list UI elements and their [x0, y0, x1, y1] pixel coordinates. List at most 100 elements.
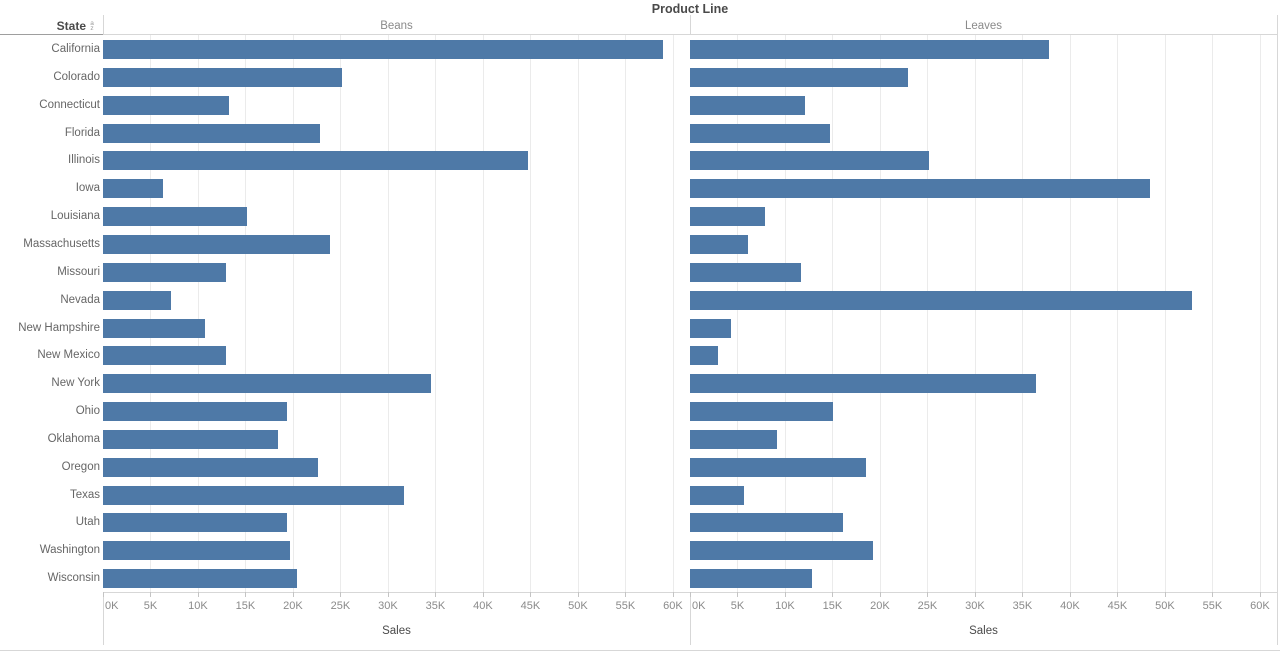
- bar-beans-new-york[interactable]: [103, 374, 431, 394]
- az-sort-icon[interactable]: a z: [90, 19, 94, 32]
- state-label[interactable]: Iowa: [75, 182, 100, 195]
- tick-mark: [1022, 592, 1024, 597]
- bar-beans-connecticut[interactable]: [103, 95, 230, 115]
- bar-beans-oklahoma[interactable]: [103, 429, 278, 449]
- state-label[interactable]: Louisiana: [50, 210, 100, 223]
- axis-tick-label: 0K: [105, 600, 119, 612]
- bar-beans-new-hampshire[interactable]: [103, 318, 205, 338]
- bar-leaves-new-york[interactable]: [690, 374, 1036, 394]
- bar-beans-texas[interactable]: [103, 485, 405, 505]
- bar-leaves-oregon[interactable]: [690, 457, 866, 477]
- bar-beans-washington[interactable]: [103, 541, 291, 561]
- tick-mark: [340, 592, 342, 597]
- bar-beans-missouri[interactable]: [103, 262, 226, 282]
- bar-beans-florida[interactable]: [103, 123, 320, 143]
- tick-mark: [879, 592, 881, 597]
- bar-leaves-new-mexico[interactable]: [690, 346, 718, 366]
- state-label[interactable]: Utah: [75, 516, 100, 529]
- gridline: [1259, 35, 1261, 592]
- page-title: Product Line: [651, 2, 729, 16]
- state-label[interactable]: Ohio: [75, 405, 100, 418]
- header-underline: [0, 34, 103, 35]
- bar-leaves-wisconsin[interactable]: [690, 569, 812, 589]
- bar-leaves-louisiana[interactable]: [690, 207, 766, 227]
- bar-leaves-texas[interactable]: [690, 485, 745, 505]
- bar-leaves-colorado[interactable]: [690, 67, 908, 87]
- bar-leaves-massachusetts[interactable]: [690, 234, 748, 254]
- state-label[interactable]: Colorado: [53, 70, 100, 83]
- bar-leaves-ohio[interactable]: [690, 402, 834, 422]
- bar-leaves-utah[interactable]: [690, 513, 843, 533]
- state-label[interactable]: Massachusetts: [23, 237, 100, 250]
- state-label[interactable]: Florida: [64, 126, 100, 139]
- bar-beans-new-mexico[interactable]: [103, 346, 227, 366]
- state-label[interactable]: New Hampshire: [18, 321, 100, 334]
- axis-tick-label: 55K: [1202, 600, 1223, 612]
- bar-beans-nevada[interactable]: [103, 290, 172, 310]
- bar-leaves-california[interactable]: [690, 40, 1050, 59]
- bar-beans-iowa[interactable]: [103, 179, 163, 199]
- state-label[interactable]: Connecticut: [39, 98, 100, 111]
- axis-tick-label: 60K: [663, 600, 683, 612]
- bar-leaves-iowa[interactable]: [690, 179, 1150, 199]
- axis-tick-label: 50K: [568, 600, 588, 612]
- axis-tick-label: 10K: [775, 600, 795, 612]
- leaves-panel: [690, 35, 1277, 592]
- bar-beans-oregon[interactable]: [103, 457, 318, 477]
- gridline: [435, 35, 437, 592]
- state-label[interactable]: Oklahoma: [47, 432, 100, 445]
- gridline: [625, 35, 627, 592]
- bar-beans-louisiana[interactable]: [103, 207, 248, 227]
- axis-tick-label: 30K: [378, 600, 398, 612]
- tick-mark: [577, 592, 579, 597]
- bar-leaves-missouri[interactable]: [690, 262, 802, 282]
- bar-beans-massachusetts[interactable]: [103, 234, 330, 254]
- bar-beans-utah[interactable]: [103, 513, 288, 533]
- axis-tick-label: 0K: [692, 600, 706, 612]
- state-label[interactable]: California: [51, 43, 100, 55]
- axis-tick-label: 55K: [615, 600, 636, 612]
- axis-tick-label: 50K: [1155, 600, 1175, 612]
- axis-tick-label: 15K: [822, 600, 843, 612]
- bar-leaves-connecticut[interactable]: [690, 95, 805, 115]
- state-label[interactable]: Wisconsin: [47, 572, 100, 585]
- gridline: [1164, 35, 1166, 592]
- axis-tick-label: 40K: [1060, 600, 1080, 612]
- bar-beans-illinois[interactable]: [103, 151, 528, 171]
- gridline: [1117, 35, 1119, 592]
- tick-mark: [530, 592, 532, 597]
- axis-tick-label: 45K: [520, 600, 541, 612]
- state-label[interactable]: Nevada: [60, 293, 100, 306]
- bar-beans-wisconsin[interactable]: [103, 569, 297, 589]
- state-label[interactable]: Missouri: [57, 265, 100, 278]
- bar-leaves-nevada[interactable]: [690, 290, 1193, 310]
- state-label[interactable]: Texas: [69, 488, 100, 501]
- state-column-header[interactable]: State: [56, 19, 86, 33]
- bar-beans-california[interactable]: [103, 40, 664, 59]
- bar-beans-colorado[interactable]: [103, 67, 343, 87]
- gridline: [974, 35, 976, 592]
- state-label[interactable]: New York: [51, 377, 100, 390]
- state-label[interactable]: Washington: [39, 544, 100, 557]
- tick-mark: [625, 592, 627, 597]
- axis-tick-label: 40K: [473, 600, 493, 612]
- state-label[interactable]: Illinois: [68, 154, 100, 167]
- axis-tick-label: 25K: [917, 600, 938, 612]
- axis-tick-label: 20K: [283, 600, 303, 612]
- bar-leaves-new-hampshire[interactable]: [690, 318, 731, 338]
- column-header-beans[interactable]: Beans: [380, 20, 413, 32]
- state-label[interactable]: Oregon: [61, 460, 100, 473]
- axis-tick-label: 35K: [425, 600, 446, 612]
- bar-beans-ohio[interactable]: [103, 402, 288, 422]
- state-label[interactable]: New Mexico: [37, 349, 100, 362]
- column-header-leaves[interactable]: Leaves: [964, 20, 1003, 32]
- tick-mark: [927, 592, 929, 597]
- bar-leaves-oklahoma[interactable]: [690, 429, 778, 449]
- bar-leaves-illinois[interactable]: [690, 151, 930, 171]
- gridline: [340, 35, 342, 592]
- panel-divider: [1277, 15, 1278, 645]
- bar-leaves-washington[interactable]: [690, 541, 874, 561]
- bar-leaves-florida[interactable]: [690, 123, 830, 143]
- axis-tick-label: 60K: [1250, 600, 1270, 612]
